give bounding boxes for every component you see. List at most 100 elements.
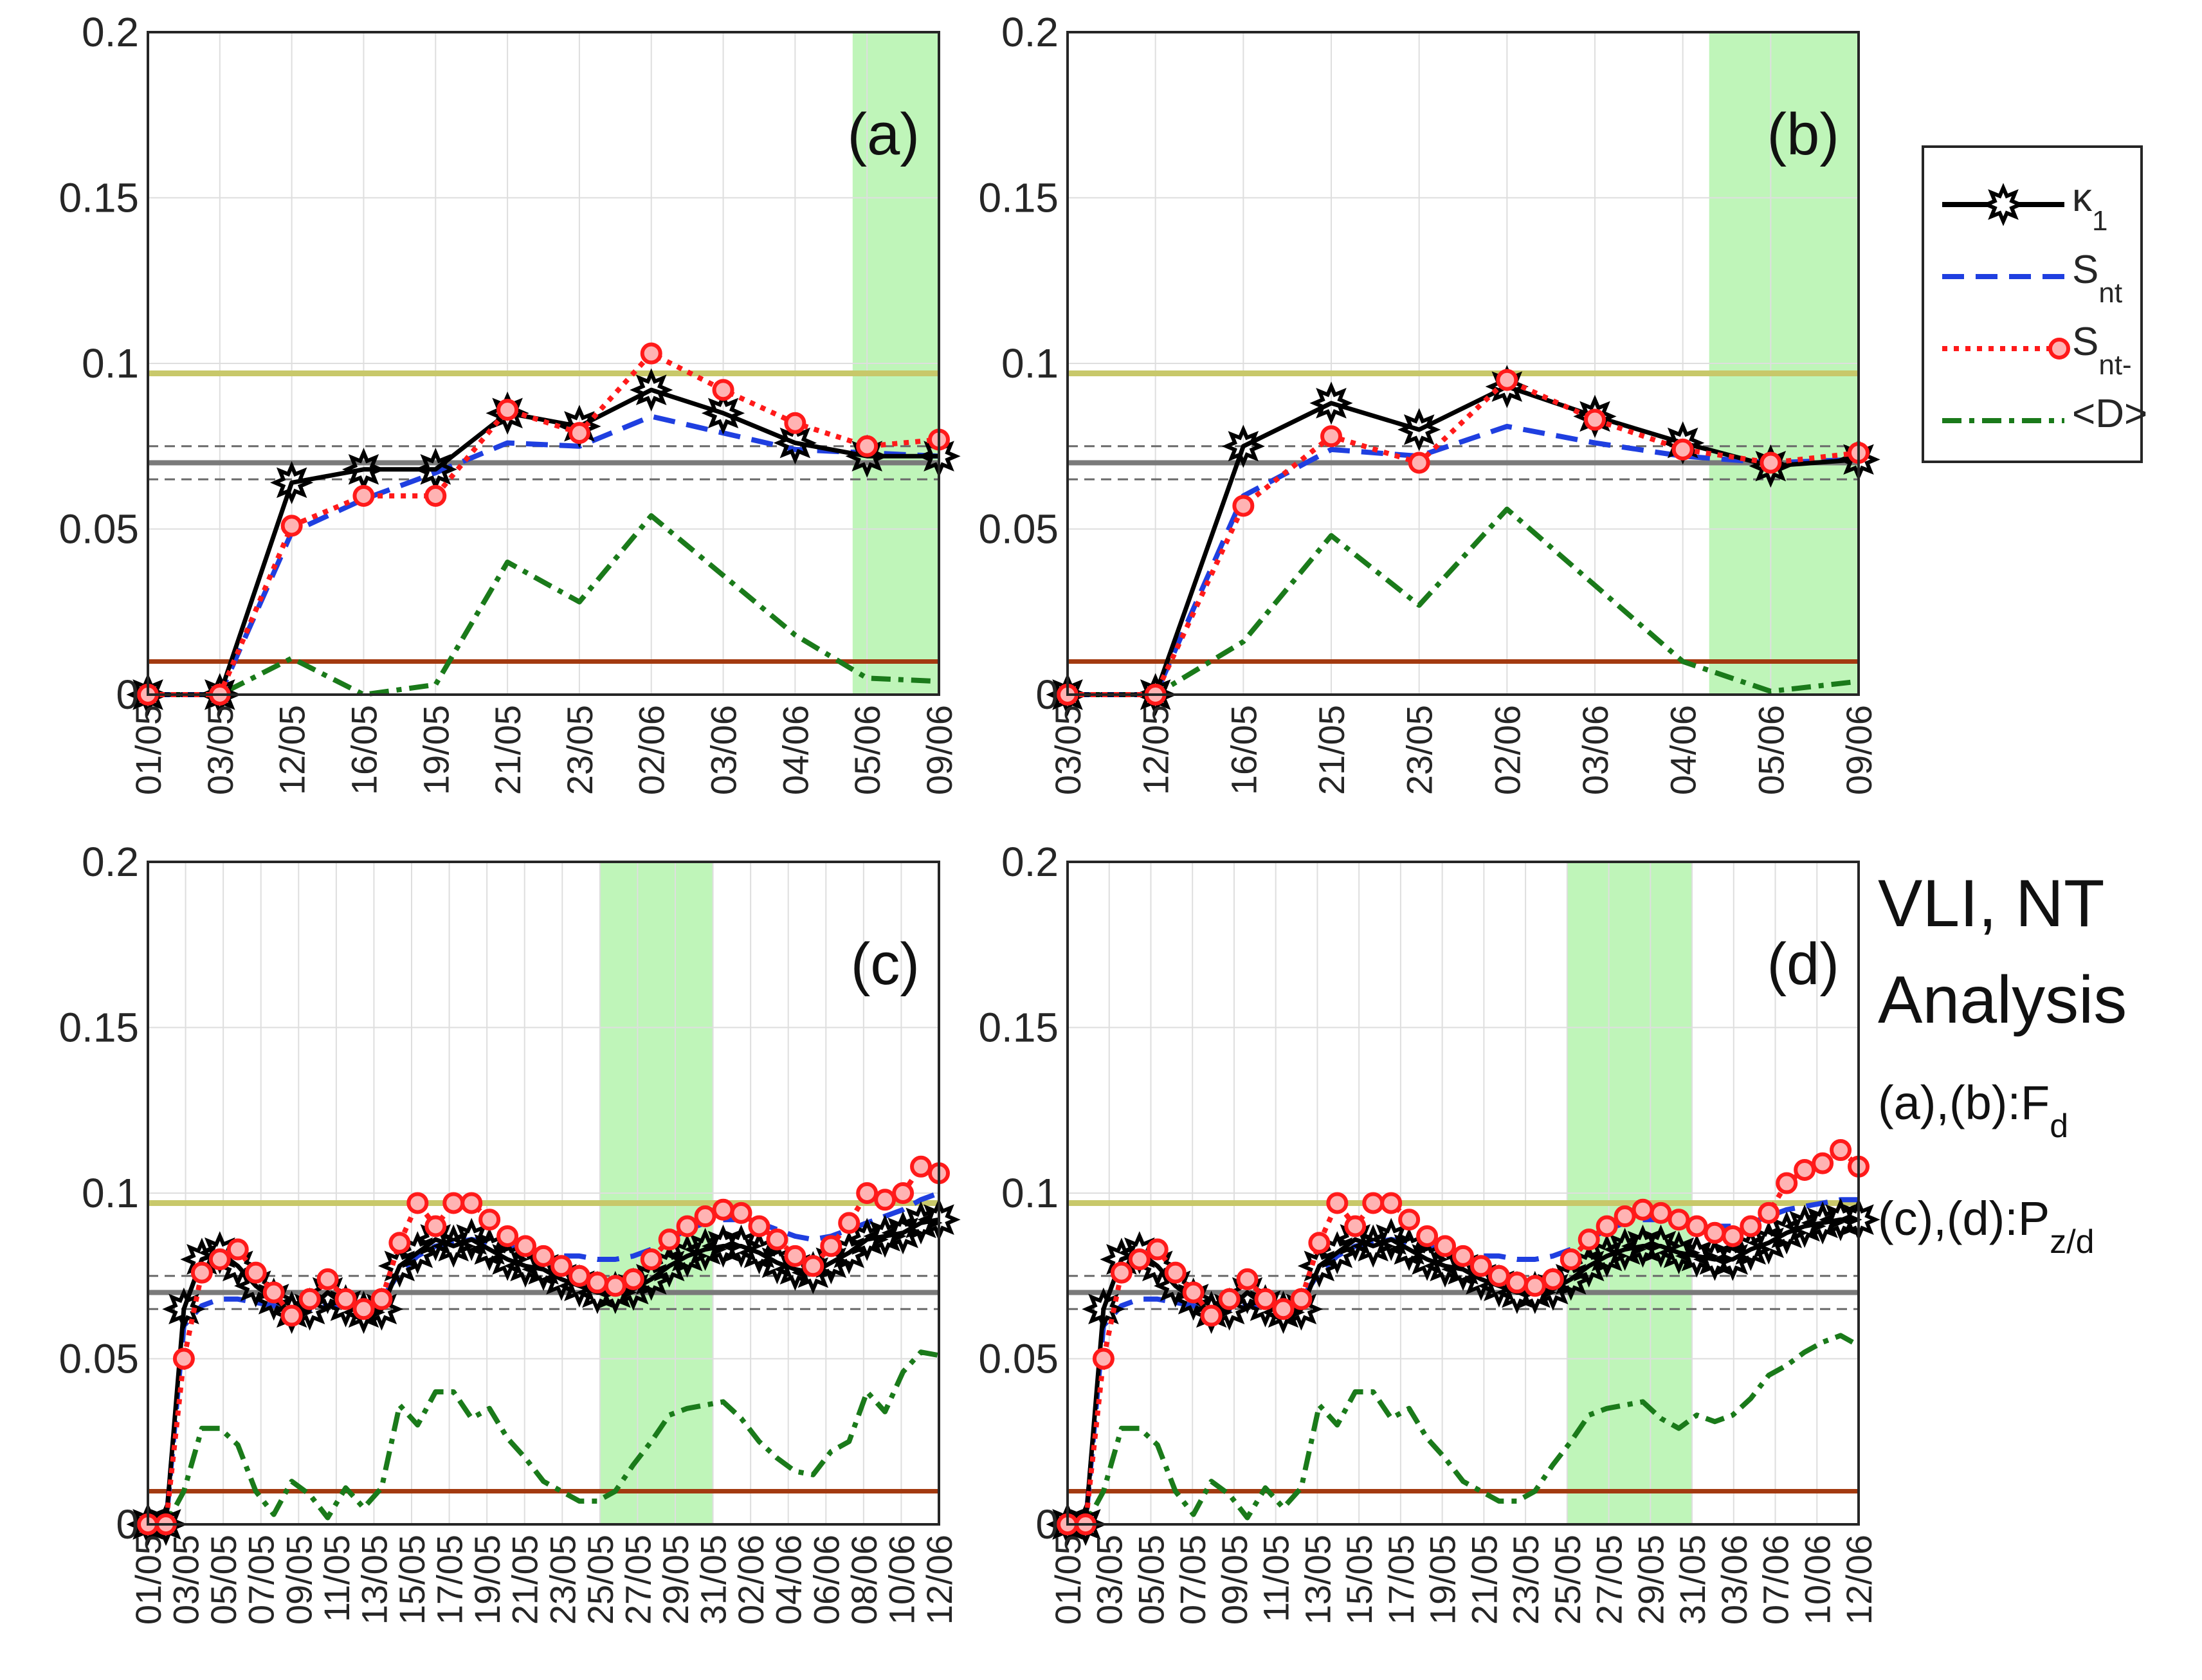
sntm-marker — [1452, 1245, 1474, 1267]
sntm-marker — [1776, 1172, 1798, 1194]
x-tick-label: 03/05 — [166, 1535, 206, 1625]
x-tick-label: 17/05 — [1381, 1535, 1421, 1625]
y-tick-label: 0.1 — [82, 1170, 139, 1216]
sntm-marker — [568, 1265, 590, 1287]
y-tick-label: 0.15 — [978, 1005, 1059, 1051]
kappa-marker — [234, 1264, 278, 1308]
sntm-marker — [262, 1281, 285, 1304]
legend-label-main: S — [2072, 320, 2098, 364]
sntm-marker — [1254, 1288, 1277, 1310]
x-tick-label: 03/05 — [200, 705, 241, 795]
x-tick-label: 27/05 — [617, 1535, 658, 1625]
panel-c: 0 0.05 0.1 0.15 0.2 01/0503/0505/0507/0509/05… — [59, 839, 961, 1625]
x-tick-label: 04/06 — [775, 705, 815, 795]
sntm-marker — [766, 1228, 788, 1251]
caption-line3-sub: d — [2050, 1108, 2068, 1145]
sntm-marker — [1470, 1255, 1492, 1277]
sntm-marker — [334, 1288, 357, 1310]
kappa-marker — [1573, 394, 1617, 438]
kappa-marker — [1351, 1224, 1395, 1268]
sntm-marker — [568, 422, 590, 444]
y-tick-label: 0.1 — [1001, 1170, 1059, 1216]
legend-item-sntm: Snt- — [1942, 320, 2132, 381]
sntm-marker — [1290, 1288, 1313, 1310]
legend-marker-sntm — [2048, 338, 2070, 360]
y-tick-label: 0.2 — [1001, 839, 1059, 885]
sntm-marker — [622, 1268, 644, 1290]
x-tick-label: 12/06 — [1839, 1535, 1879, 1625]
sntm-marker — [1408, 452, 1430, 474]
sntm-marker — [856, 1182, 878, 1204]
x-tick-label: 02/06 — [731, 1535, 771, 1625]
x-tick-label: 10/06 — [1797, 1535, 1837, 1625]
x-tick-label: 12/05 — [1136, 705, 1176, 795]
sntm-marker — [694, 1205, 716, 1228]
series-line-d — [148, 513, 940, 697]
x-tick-label: 13/05 — [1297, 1535, 1338, 1625]
sntm-marker — [856, 435, 878, 457]
caption-line2: Analysis — [1878, 963, 2127, 1037]
series-line-d — [148, 1349, 940, 1527]
axes-frame — [147, 861, 940, 1526]
sntm-marker — [370, 1288, 393, 1310]
sntm-marker — [550, 1255, 572, 1277]
legend-label: κ1 — [2072, 176, 2107, 237]
sntm-marker — [496, 1225, 519, 1247]
sntm-marker — [352, 1298, 375, 1320]
legend-item-kappa: κ1 — [1942, 176, 2107, 237]
caption-line3: (a),(b):Fd — [1878, 1076, 2068, 1145]
x-tick-label: 01/05 — [128, 1535, 168, 1625]
sntm-marker — [640, 342, 662, 365]
panel-label: (b) — [1767, 102, 1839, 167]
x-tick-label: 03/05 — [1089, 1535, 1130, 1625]
sntm-marker — [1308, 1232, 1331, 1254]
sntm-marker — [748, 1215, 770, 1237]
x-tick-label: 17/05 — [430, 1535, 470, 1625]
kappa-marker — [126, 673, 170, 717]
sntm-marker — [712, 379, 734, 401]
axes-frame — [1066, 31, 1860, 696]
sntm-marker — [820, 1235, 842, 1257]
x-tick-label: 09/05 — [1214, 1535, 1255, 1625]
x-tick-label: 19/05 — [415, 705, 456, 795]
kappa-marker — [1134, 673, 1178, 717]
kappa-marker — [1154, 1264, 1197, 1308]
kappa-marker — [450, 1218, 493, 1261]
sntm-marker — [388, 1232, 411, 1254]
x-tick-label: 21/05 — [1311, 705, 1352, 795]
sntm-marker — [712, 1198, 734, 1221]
sntm-marker — [1344, 1215, 1367, 1237]
panel-d: 0 0.05 0.1 0.15 0.2 01/05 03/05 05/05 07/05 09/05… — [978, 839, 1880, 1625]
y-tick-label: 0.05 — [59, 506, 139, 552]
sntm-marker — [1794, 1158, 1816, 1181]
kappa-marker — [1639, 1224, 1683, 1268]
x-tick-label: 11/05 — [316, 1535, 357, 1622]
sntm-marker — [496, 399, 519, 421]
sntm-marker — [1164, 1261, 1187, 1284]
sntm-marker — [1182, 1281, 1205, 1304]
sntm-marker — [1524, 1275, 1546, 1297]
y-tick-label: 0.15 — [59, 175, 139, 221]
caption-line1: VLI, NT — [1878, 866, 2105, 941]
x-tick-label: 12/05 — [272, 705, 313, 795]
sntm-marker — [892, 1182, 914, 1204]
kappa-marker — [414, 1218, 457, 1261]
kappa-marker — [432, 1224, 475, 1268]
sntm-marker — [1740, 1215, 1762, 1237]
x-tick-label: 29/05 — [655, 1535, 696, 1625]
x-tick-label: 02/06 — [632, 705, 672, 795]
x-tick-label: 25/05 — [580, 1535, 621, 1625]
sntm-marker — [280, 1304, 303, 1327]
legend-label-sub: nt- — [2098, 349, 2131, 381]
x-tick-label: 05/05 — [1131, 1535, 1171, 1625]
x-tick-label: 01/05 — [1048, 1535, 1088, 1625]
sntm-marker — [1542, 1268, 1564, 1290]
sntm-marker — [730, 1201, 752, 1224]
x-tick-label: 29/05 — [1630, 1535, 1671, 1625]
sntm-marker — [1092, 1347, 1115, 1370]
legend-item-d: <D> — [1942, 392, 2147, 436]
sntm-marker — [604, 1275, 626, 1297]
sntm-marker — [784, 412, 806, 434]
sntm-marker — [1722, 1225, 1744, 1247]
